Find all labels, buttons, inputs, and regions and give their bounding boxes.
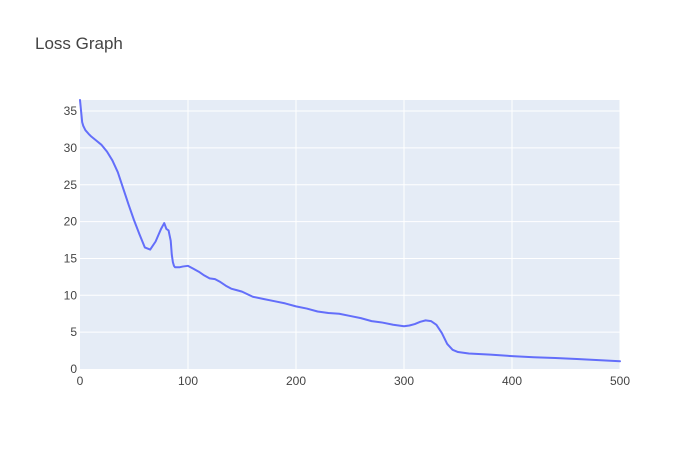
series-line-0	[79, 99, 621, 363]
plot-area	[80, 100, 620, 369]
chart-title: Loss Graph	[35, 34, 123, 53]
x-tick-label: 0	[77, 374, 84, 388]
y-tick-label: 15	[64, 251, 78, 265]
x-tick-label: 200	[286, 374, 306, 388]
x-tick-label: 100	[178, 374, 198, 388]
y-tick-label: 25	[64, 178, 78, 192]
x-tick-label: 500	[610, 374, 630, 388]
y-tick-label: 20	[64, 215, 78, 229]
y-tick-label: 10	[64, 288, 78, 302]
y-tick-label: 35	[64, 104, 78, 118]
y-tick-label: 0	[70, 362, 77, 376]
y-tick-label: 5	[70, 325, 77, 339]
x-tick-label: 400	[502, 374, 522, 388]
x-tick-label: 300	[394, 374, 414, 388]
y-tick-label: 30	[64, 141, 78, 155]
